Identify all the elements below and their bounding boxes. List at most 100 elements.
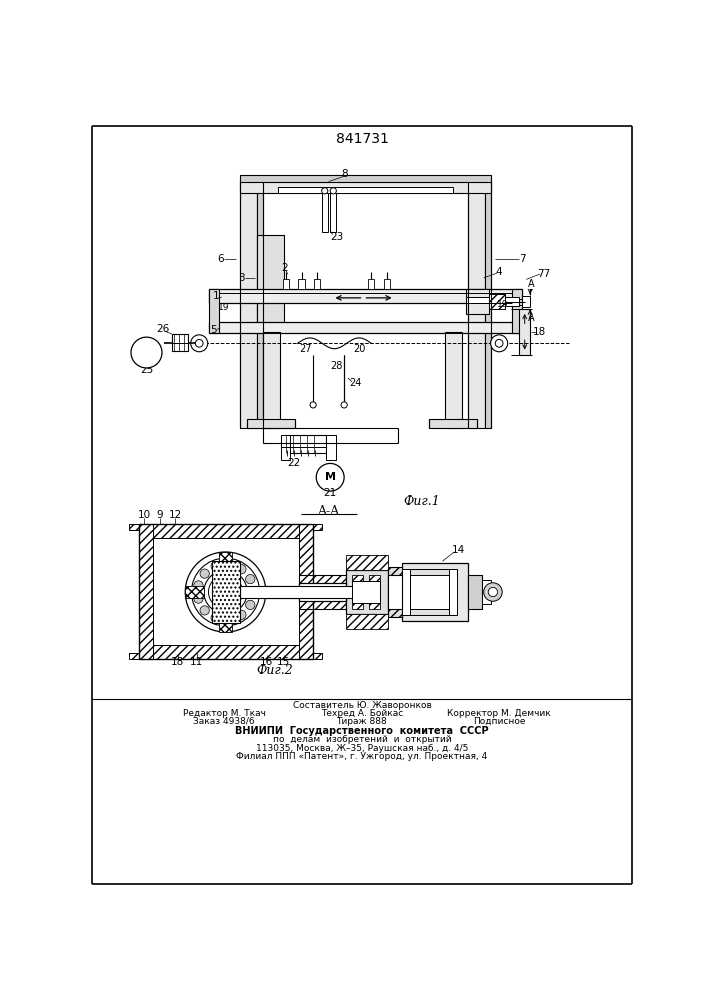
Text: Редактор М. Ткач: Редактор М. Ткач [182,709,265,718]
Bar [299,524,313,659]
Bar [299,575,346,609]
Text: ВНИИПИ  Государственного  комитета  СССР: ВНИИПИ Государственного комитета СССР [235,726,489,736]
Text: 12: 12 [168,510,182,520]
Bar [402,569,457,615]
Text: 27: 27 [299,344,312,354]
Circle shape [249,587,258,597]
Text: 6: 6 [217,254,223,264]
Circle shape [489,587,498,597]
Text: Составитель Ю. Жаворонков: Составитель Ю. Жаворонков [293,701,431,710]
Bar [284,435,327,453]
Bar [322,193,328,232]
Bar [522,296,530,307]
Text: 1: 1 [213,291,220,301]
Text: 15: 15 [277,657,291,667]
Bar [279,187,452,193]
Text: Техред А. Бойкас: Техред А. Бойкас [321,709,403,718]
Bar [298,279,305,289]
Bar [518,299,525,305]
Text: 18: 18 [533,327,546,337]
Bar [388,575,402,609]
Bar [209,322,522,333]
Circle shape [204,570,247,614]
Text: Тираж 888: Тираж 888 [337,717,387,726]
Circle shape [484,583,502,601]
Bar [512,289,522,333]
Text: 20: 20 [354,344,366,354]
Circle shape [341,402,347,408]
Bar [240,175,491,182]
Circle shape [195,339,203,347]
Bar [257,235,284,328]
Text: 24: 24 [349,378,362,388]
Circle shape [224,615,233,624]
Text: Корректор М. Демчик: Корректор М. Демчик [448,709,551,718]
Bar [346,570,388,614]
Bar [388,567,402,617]
Text: 113035, Москва, Ж–35, Раушская наб., д. 4/5: 113035, Москва, Ж–35, Раушская наб., д. … [256,744,468,753]
Circle shape [495,339,503,347]
Bar [466,297,508,303]
Text: по  делам  изобретений  и  открытий: по делам изобретений и открытий [273,735,451,744]
Text: 21: 21 [324,488,337,498]
Bar [369,575,380,609]
Text: A: A [528,279,535,289]
Bar [283,279,289,289]
Circle shape [330,188,337,194]
Bar [482,580,491,604]
Text: 23: 23 [329,232,343,242]
Bar [247,586,266,598]
Circle shape [245,575,255,584]
Text: 841731: 841731 [336,132,388,146]
Bar [219,552,232,570]
Bar [346,614,388,629]
Bar [402,563,468,621]
Circle shape [200,606,209,615]
Text: 4: 4 [496,267,503,277]
Text: Фиг.1: Фиг.1 [403,495,440,508]
Circle shape [245,600,255,610]
Circle shape [310,402,316,408]
Text: Фиг.2: Фиг.2 [256,664,293,677]
Text: Филиал ППП «Патент», г. Ужгород, ул. Проектная, 4: Филиал ППП «Патент», г. Ужгород, ул. Про… [236,752,488,761]
Circle shape [185,552,266,632]
Bar [518,309,530,355]
Text: A: A [528,313,535,323]
Bar [466,289,489,314]
Bar [489,294,505,309]
Bar [468,575,482,609]
Text: 22: 22 [287,458,300,468]
Text: 10: 10 [138,510,151,520]
Circle shape [194,581,203,590]
Text: M: M [325,472,336,482]
Bar [172,334,187,351]
Bar [313,524,322,530]
Text: 26: 26 [156,324,170,334]
Circle shape [491,335,508,352]
Text: 7: 7 [519,254,526,264]
Bar [211,561,240,623]
Text: A-A: A-A [317,505,339,518]
Bar [299,583,346,601]
Bar [240,586,361,598]
Text: 9: 9 [156,510,163,520]
Bar [445,332,462,428]
Bar [352,575,363,609]
Bar [209,289,522,303]
Bar [129,524,139,530]
Text: Заказ 4938/6: Заказ 4938/6 [193,717,255,726]
Circle shape [237,610,246,619]
Bar [485,182,491,428]
Circle shape [224,560,233,569]
Bar [429,419,477,428]
Text: 3: 3 [238,273,245,283]
Bar [139,645,313,659]
Text: 13: 13 [351,560,364,570]
Bar [352,581,380,603]
Bar [247,419,296,428]
Bar [327,435,336,460]
Bar [468,182,485,428]
Circle shape [211,561,221,571]
Text: 2: 2 [281,263,288,273]
Bar [139,524,313,538]
